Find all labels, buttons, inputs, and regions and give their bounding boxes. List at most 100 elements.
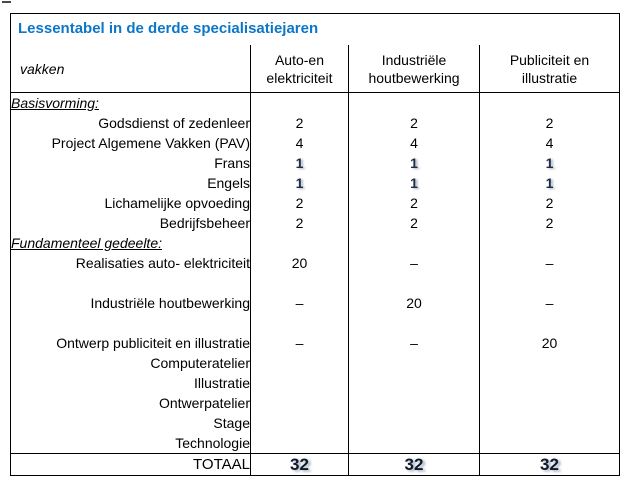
table-row: Illustratie [11, 373, 620, 393]
cell [478, 413, 620, 433]
cell [478, 273, 620, 293]
cell [348, 393, 480, 413]
cell: 2 [478, 193, 620, 213]
cell: 1 [348, 173, 480, 193]
total-row: TOTAAL 32 32 32 [10, 453, 620, 476]
column-header-vakken: vakken [10, 45, 251, 93]
header-line: houtbewerking [368, 69, 460, 86]
table-row: Industriële houtbewerking – 20 – [11, 293, 620, 313]
header-line: illustratie [521, 69, 578, 86]
subject-label: Realisaties auto- elektriciteit [75, 255, 250, 271]
cell [348, 273, 480, 293]
subject-label: Project Algemene Vakken (PAV) [51, 135, 250, 151]
table-row: Stage [11, 413, 620, 433]
page-title: Lessentabel in de derde specialisatiejar… [18, 20, 319, 37]
table-row: Technologie [11, 433, 620, 454]
table-row: Ontwerp publiciteit en illustratie – – 2… [11, 333, 620, 353]
title-row: Lessentabel in de derde specialisatiejar… [11, 14, 620, 46]
cell [348, 433, 480, 454]
cell: 2 [348, 213, 480, 233]
subject-label: Stage [213, 415, 250, 431]
column-header-auto-elektriciteit: Auto-en elektriciteit [250, 45, 349, 93]
cell [478, 373, 620, 393]
cell [348, 353, 480, 373]
table-row: Lichamelijke opvoeding 2 2 2 [11, 193, 620, 213]
subject-label [11, 273, 251, 293]
cell: 2 [250, 113, 349, 133]
cell [250, 373, 349, 393]
table-row: Basisvorming: [11, 92, 620, 113]
cell: – [250, 333, 349, 353]
subject-label: Frans [214, 155, 250, 171]
cell: – [250, 293, 349, 313]
cell: – [348, 253, 480, 273]
subject-label: Computeratelier [150, 355, 250, 371]
table-row: Fundamenteel gedeelte: [11, 233, 620, 253]
cell [478, 233, 620, 253]
cell [348, 413, 480, 433]
cell: – [478, 253, 620, 273]
subject-label: Technologie [175, 435, 250, 451]
table-row-blank [11, 313, 620, 333]
cell: 1 [478, 173, 620, 193]
cell: 4 [348, 133, 480, 153]
table-row: Realisaties auto- elektriciteit 20 – – [11, 253, 620, 273]
cell [478, 313, 620, 333]
cell: 20 [250, 253, 349, 273]
cell: 2 [478, 113, 620, 133]
total-label: TOTAAL [10, 453, 251, 476]
cell [250, 353, 349, 373]
subject-label: Bedrijfsbeheer [159, 215, 250, 231]
section-label: Fundamenteel gedeelte: [11, 235, 162, 251]
column-header-publiciteit-illustratie: Publiciteit en illustratie [478, 45, 620, 93]
cell: 2 [348, 113, 480, 133]
cell [250, 313, 349, 333]
cell [348, 313, 480, 333]
cell [250, 273, 349, 293]
table-row-blank [11, 273, 620, 293]
cell [250, 433, 349, 454]
subject-label: Godsdienst of zedenleer [98, 115, 250, 131]
cell: 1 [348, 153, 480, 173]
subject-label [11, 313, 251, 333]
cell: 1 [250, 153, 349, 173]
subject-label: Lichamelijke opvoeding [104, 195, 250, 211]
header-line: Publiciteit en [509, 51, 590, 68]
cell: 2 [250, 213, 349, 233]
total-publiciteit-illustratie: 32 [478, 453, 620, 476]
total-industriele-houtbewerking: 32 [348, 453, 480, 476]
header-line: Industriële [381, 51, 447, 68]
table-row: Godsdienst of zedenleer 2 2 2 [11, 113, 620, 133]
cell [348, 233, 480, 253]
cell: 1 [478, 153, 620, 173]
header-line: elektriciteit [266, 69, 333, 86]
table-row: Computeratelier [11, 353, 620, 373]
cell: 20 [478, 333, 620, 353]
cell [348, 373, 480, 393]
cell: – [348, 333, 480, 353]
subject-label: Illustratie [193, 375, 250, 391]
cell: 20 [348, 293, 480, 313]
header-row: vakken Auto-en elektriciteit Industriële… [10, 45, 620, 93]
cell [250, 92, 349, 113]
subject-label: Ontwerpatelier [158, 395, 250, 411]
cell: 4 [478, 133, 620, 153]
cell [250, 413, 349, 433]
cell [250, 393, 349, 413]
lesson-table: Lessentabel in de derde specialisatiejar… [10, 13, 621, 476]
cell: 4 [250, 133, 349, 153]
cell [348, 92, 480, 113]
cell: 2 [250, 193, 349, 213]
cell [478, 433, 620, 454]
total-auto-elektriciteit: 32 [250, 453, 349, 476]
subject-label: Engels [207, 175, 250, 191]
cell [478, 92, 620, 113]
scan-artifact [2, 1, 11, 3]
subject-label: Ontwerp publiciteit en illustratie [56, 335, 250, 351]
cell: 2 [478, 213, 620, 233]
table-row: Ontwerpatelier [11, 393, 620, 413]
header-line: Auto-en [274, 51, 325, 68]
table-row: Project Algemene Vakken (PAV) 4 4 4 [11, 133, 620, 153]
cell: – [478, 293, 620, 313]
